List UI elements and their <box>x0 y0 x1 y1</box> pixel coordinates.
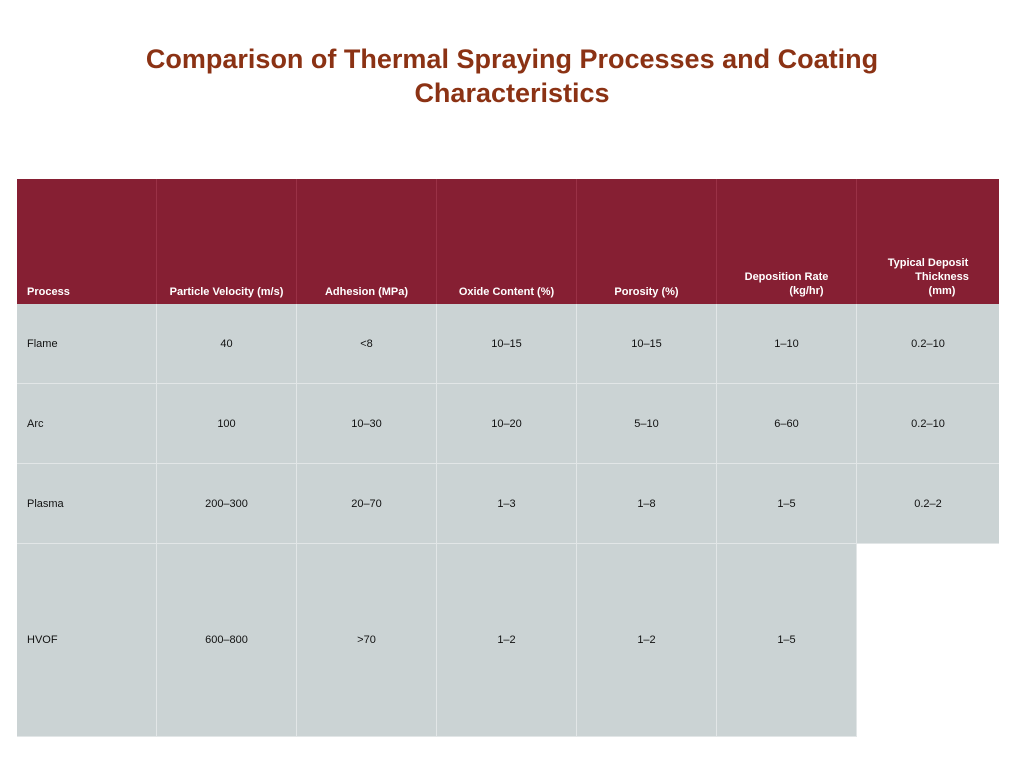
cell-adhesion: >70 <box>297 544 437 737</box>
cell-process: HVOF <box>17 544 157 737</box>
cell-particle-velocity: 200–300 <box>157 464 297 544</box>
cell-deposit-thickness: 0.2–10 <box>857 304 999 384</box>
header-process: Process <box>17 179 157 304</box>
header-deposit-thickness: Typical Deposit Thickness (mm) <box>857 179 999 304</box>
cell-adhesion: 20–70 <box>297 464 437 544</box>
cell-deposit-thickness-empty <box>857 544 999 737</box>
page-title: Comparison of Thermal Spraying Processes… <box>0 42 1024 110</box>
cell-porosity: 1–2 <box>577 544 717 737</box>
header-porosity: Porosity (%) <box>577 179 717 304</box>
cell-oxide-content: 10–15 <box>437 304 577 384</box>
cell-adhesion: 10–30 <box>297 384 437 464</box>
header-deposition-rate: Deposition Rate (kg/hr) <box>717 179 857 304</box>
cell-porosity: 5–10 <box>577 384 717 464</box>
cell-oxide-content: 1–2 <box>437 544 577 737</box>
table-row: HVOF 600–800 >70 1–2 1–2 1–5 <box>17 544 999 737</box>
cell-process: Plasma <box>17 464 157 544</box>
cell-deposition-rate: 1–10 <box>717 304 857 384</box>
cell-deposition-rate: 1–5 <box>717 464 857 544</box>
page-title-line1: Comparison of Thermal Spraying Processes… <box>145 44 879 74</box>
cell-process: Flame <box>17 304 157 384</box>
cell-oxide-content: 10–20 <box>437 384 577 464</box>
table-row: Flame 40 <8 10–15 10–15 1–10 0.2–10 <box>17 304 999 384</box>
cell-particle-velocity: 40 <box>157 304 297 384</box>
cell-oxide-content: 1–3 <box>437 464 577 544</box>
header-deposition-rate-line2: (kg/hr) <box>789 285 824 297</box>
cell-deposition-rate: 6–60 <box>717 384 857 464</box>
cell-process: Arc <box>17 384 157 464</box>
header-particle-velocity: Particle Velocity (m/s) <box>157 179 297 304</box>
header-adhesion: Adhesion (MPa) <box>297 179 437 304</box>
table-row: Arc 100 10–30 10–20 5–10 6–60 0.2–10 <box>17 384 999 464</box>
header-deposit-thickness-line1: Typical Deposit <box>887 257 969 269</box>
page-title-line2: Characteristics <box>414 78 610 108</box>
table-row: Plasma 200–300 20–70 1–3 1–8 1–5 0.2–2 <box>17 464 999 544</box>
cell-particle-velocity: 100 <box>157 384 297 464</box>
cell-deposition-rate: 1–5 <box>717 544 857 737</box>
cell-adhesion: <8 <box>297 304 437 384</box>
comparison-table: Process Particle Velocity (m/s) Adhesion… <box>17 179 999 737</box>
cell-porosity: 1–8 <box>577 464 717 544</box>
header-deposit-thickness-line3: (mm) <box>928 285 956 297</box>
table-header-row: Process Particle Velocity (m/s) Adhesion… <box>17 179 999 304</box>
header-deposit-thickness-line2: Thickness <box>915 271 969 283</box>
cell-deposit-thickness: 0.2–2 <box>857 464 999 544</box>
cell-particle-velocity: 600–800 <box>157 544 297 737</box>
cell-deposit-thickness: 0.2–10 <box>857 384 999 464</box>
header-oxide-content: Oxide Content (%) <box>437 179 577 304</box>
header-deposition-rate-line1: Deposition Rate <box>744 271 829 283</box>
cell-porosity: 10–15 <box>577 304 717 384</box>
